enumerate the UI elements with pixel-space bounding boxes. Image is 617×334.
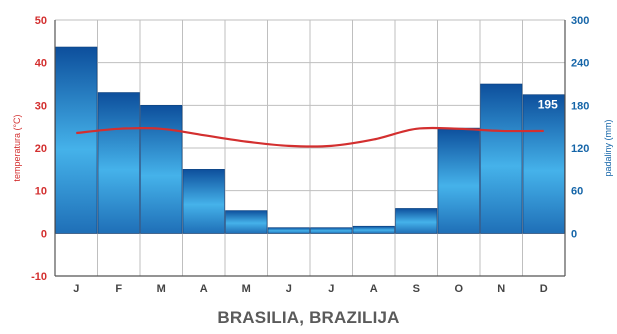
data-label: 195 [538,98,558,112]
precipitation-bar [225,210,268,234]
y-tick-right: 240 [571,58,589,70]
y-tick-left: 50 [35,15,47,27]
y-tick-left: 20 [35,143,47,155]
chart-title: BRASILIA, BRAZILIJA [217,308,400,327]
grid [55,19,565,277]
precipitation-bar [310,227,353,234]
y-axis-label-right: padaliny (mm) [603,119,613,176]
x-tick-label: M [157,283,166,295]
x-tick-label: F [115,283,122,295]
y-tick-right: 300 [571,15,589,27]
temperature-line [76,126,544,148]
y-tick-right: 120 [571,143,589,155]
y-tick-left: 40 [35,58,47,70]
y-tick-right: 180 [571,100,589,112]
x-tick-label: J [286,283,292,295]
precipitation-bar [522,94,565,234]
x-tick-label: S [413,283,420,295]
y-tick-right: 0 [571,228,577,240]
x-tick-label: A [370,283,378,295]
precipitation-bar [352,225,395,234]
x-tick-label: J [73,283,79,295]
precipitation-bar [55,46,98,234]
precipitation-bar [437,127,480,234]
x-tick-label: A [200,283,208,295]
precipitation-bar [97,92,140,234]
precipitation-bars [55,46,565,234]
temperature-line-group [76,126,544,148]
x-tick-label: M [242,283,251,295]
x-tick-label: N [497,283,505,295]
y-tick-left: 10 [35,186,47,198]
y-axis-label-left: temperatura (°C) [12,114,22,181]
tick-labels: 50 40 30 20 10 0 -10 300 240 180 120 60 0 J F M A M J J A S O N… [31,15,589,295]
x-tick-label: J [328,283,334,295]
axes [54,20,566,277]
y-tick-left: 0 [41,228,47,240]
y-tick-right: 60 [571,186,583,198]
precipitation-bar [182,169,225,234]
precipitation-bar [395,208,438,234]
x-tick-label: O [454,283,463,295]
y-tick-left: -10 [31,271,47,283]
precipitation-bar [267,227,310,234]
precipitation-bar [140,105,183,234]
y-tick-left: 30 [35,100,47,112]
precipitation-bar [480,83,523,234]
x-tick-label: D [540,283,548,295]
